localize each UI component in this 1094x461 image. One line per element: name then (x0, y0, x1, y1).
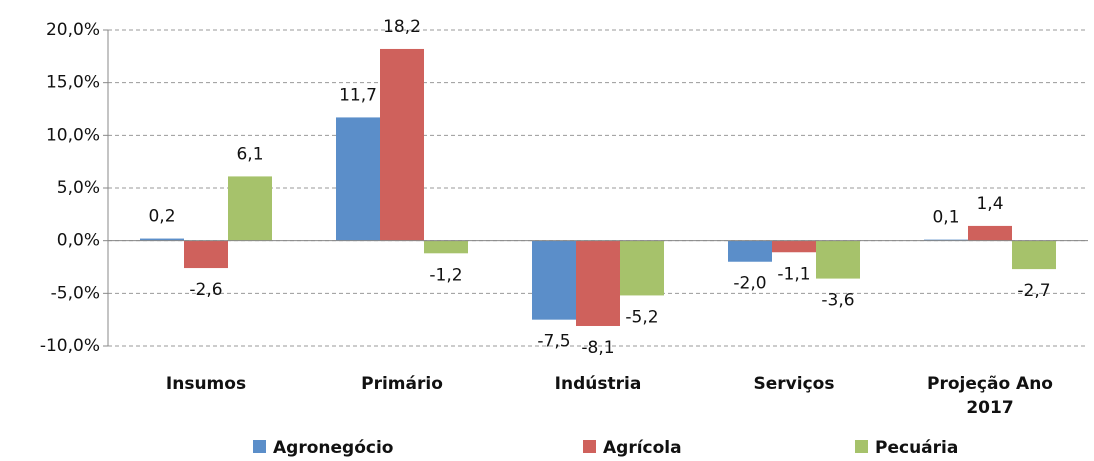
bar (1012, 240, 1056, 270)
data-label: -2,0 (733, 274, 766, 294)
data-label: -2,7 (1017, 281, 1050, 301)
data-label: 0,2 (148, 207, 175, 227)
y-tick-label: -10,0% (40, 336, 100, 356)
y-tick-label: 10,0% (46, 125, 100, 145)
data-label: -1,2 (429, 265, 462, 285)
bar (228, 176, 272, 241)
bar (620, 240, 664, 296)
x-tick-label: Indústria (554, 374, 642, 394)
data-label: -5,2 (625, 307, 658, 327)
data-label: 18,2 (383, 17, 421, 37)
bar (772, 240, 816, 253)
data-label: -2,6 (189, 280, 222, 300)
x-tick-label: Primário (361, 374, 443, 394)
bar (380, 48, 424, 241)
bar (532, 240, 576, 320)
y-tick-label: 0,0% (57, 231, 100, 251)
y-tick-label: 15,0% (46, 73, 100, 93)
data-label: 0,1 (932, 208, 959, 228)
legend-label: Agrícola (603, 438, 682, 458)
x-tick-label: Serviços (753, 374, 835, 394)
data-label: 1,4 (976, 194, 1003, 214)
bar (336, 117, 380, 241)
data-label: -7,5 (537, 332, 570, 352)
legend-label: Pecuária (875, 438, 958, 458)
legend-swatch (583, 440, 596, 453)
bar (728, 240, 772, 262)
bar (968, 225, 1012, 241)
bar (140, 238, 184, 241)
bar (924, 239, 968, 241)
data-label: -3,6 (821, 291, 854, 311)
legend-label: Agronegócio (273, 438, 393, 458)
bar (184, 240, 228, 269)
y-tick-label: 5,0% (57, 178, 100, 198)
data-label: 6,1 (236, 144, 263, 164)
data-label: -1,1 (777, 264, 810, 284)
legend-swatch (855, 440, 868, 453)
x-tick-label: Insumos (165, 374, 247, 394)
y-tick-label: -5,0% (51, 283, 100, 303)
x-tick-label: Projeção Ano 2017 (927, 374, 1053, 418)
bar (816, 240, 860, 279)
y-tick-label: 20,0% (46, 20, 100, 40)
data-label: 11,7 (339, 85, 377, 105)
legend-swatch (253, 440, 266, 453)
bar (424, 240, 468, 254)
bar (576, 240, 620, 326)
data-label: -8,1 (581, 338, 614, 358)
